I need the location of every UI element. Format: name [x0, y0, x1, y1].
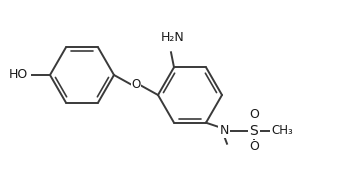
Text: S: S	[250, 124, 258, 138]
Text: O: O	[249, 140, 259, 153]
Text: O: O	[249, 108, 259, 121]
Text: O: O	[131, 79, 141, 91]
Text: CH₃: CH₃	[271, 124, 293, 137]
Text: N: N	[219, 124, 229, 137]
Text: HO: HO	[9, 68, 28, 82]
Text: H₂N: H₂N	[161, 31, 185, 44]
